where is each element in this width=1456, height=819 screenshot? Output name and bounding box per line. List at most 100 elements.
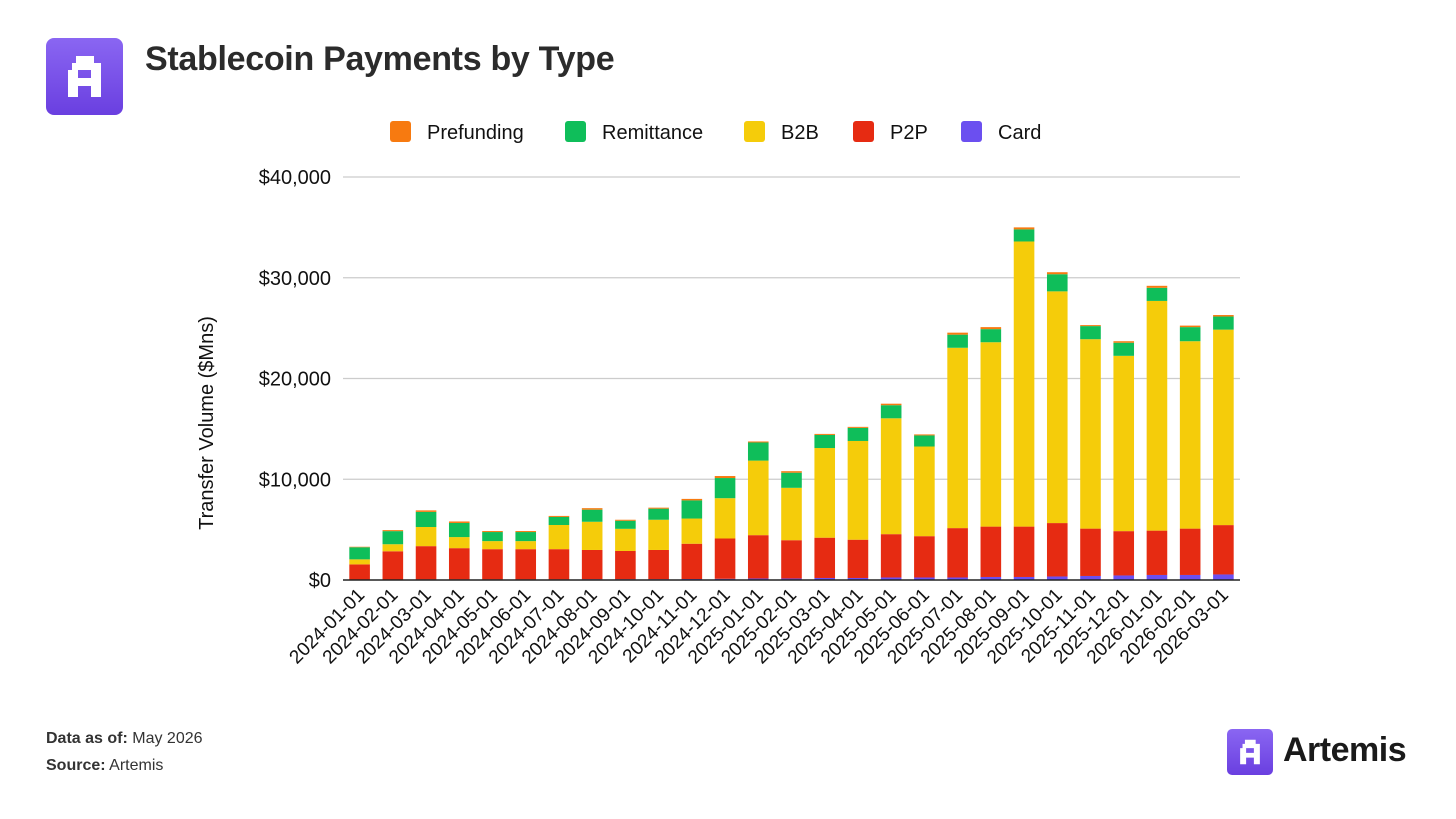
legend-swatch [565, 121, 586, 142]
bar-segment-remittance [714, 478, 736, 499]
bar-segment-remittance [415, 511, 437, 528]
bar-stack [714, 476, 736, 580]
bar-segment-b2b [1179, 341, 1201, 529]
y-tick-label: $40,000 [259, 167, 331, 189]
bar-segment-prefunding [1013, 227, 1035, 230]
bar-segment-remittance [681, 500, 703, 519]
bar-segment-remittance [1179, 327, 1201, 342]
bar-segment-remittance [747, 442, 769, 461]
bar-segment-remittance [515, 532, 537, 542]
bar-segment-p2p [980, 526, 1002, 577]
bar-segment-b2b [914, 446, 935, 537]
bar-segment-prefunding [814, 433, 836, 435]
bar-stack [980, 327, 1002, 580]
bar-segment-prefunding [548, 515, 570, 517]
bar-segment-card [1146, 574, 1168, 580]
bar-segment-p2p [648, 549, 669, 580]
bar-segment-remittance [914, 435, 935, 447]
bar-segment-prefunding [914, 434, 935, 436]
legend-item-prefunding: Prefunding [390, 121, 524, 144]
bar-stack [581, 508, 603, 580]
bar-segment-remittance [880, 405, 902, 419]
bar-stack [947, 332, 968, 580]
bar-segment-remittance [349, 547, 370, 560]
bar-segment-prefunding [349, 546, 370, 548]
bar-segment-prefunding [1146, 285, 1168, 288]
bar-segment-b2b [482, 541, 503, 550]
bar-segment-prefunding [648, 507, 669, 509]
bar-segment-remittance [1013, 229, 1035, 242]
bar-segment-card [880, 577, 902, 580]
bar-segment-remittance [781, 472, 802, 488]
bar-segment-b2b [1013, 241, 1035, 527]
bar-segment-prefunding [980, 327, 1002, 330]
bar-segment-b2b [681, 518, 703, 544]
bar-stack [914, 434, 935, 580]
bar-segment-prefunding [781, 471, 802, 473]
bar-segment-p2p [515, 549, 537, 580]
legend-item-card: Card [961, 121, 1041, 144]
bar-segment-prefunding [482, 531, 503, 533]
y-axis-ticks: $0 $10,000 $20,000 $30,000 $40,000 [259, 167, 331, 592]
bar-segment-b2b [581, 521, 603, 550]
bar-segment-remittance [615, 520, 636, 529]
bar-segment-prefunding [747, 441, 769, 443]
bar-segment-b2b [382, 544, 404, 552]
bar-stack [548, 515, 570, 580]
bar-segment-p2p [1046, 523, 1068, 577]
bar-segment-p2p [781, 540, 802, 579]
bar-segment-b2b [1146, 300, 1168, 531]
bar-segment-card [1013, 576, 1035, 580]
bar-segment-card [814, 577, 836, 580]
data-as-of-label: Data as of: [46, 730, 128, 747]
bar-segment-b2b [1080, 339, 1101, 529]
bar-segment-b2b [880, 418, 902, 535]
chart-legend: Prefunding Remittance B2B P2P Card [390, 121, 1041, 144]
bar-segment-remittance [1213, 316, 1234, 330]
bar-segment-p2p [914, 536, 935, 578]
bar-stack [1213, 315, 1234, 580]
artemis-logo-icon [46, 38, 123, 115]
brand-name: Artemis [1283, 731, 1407, 769]
bar-segment-prefunding [382, 530, 404, 532]
bar-segment-p2p [880, 534, 902, 578]
legend-label: Prefunding [427, 122, 524, 144]
bar-segment-b2b [615, 528, 636, 551]
bar-segment-prefunding [714, 476, 736, 479]
legend-swatch [744, 121, 765, 142]
y-axis-title: Transfer Volume ($Mns) [196, 316, 218, 530]
bar-segment-prefunding [581, 508, 603, 510]
bar-segment-prefunding [1179, 325, 1201, 328]
bar-segment-p2p [714, 538, 736, 579]
bar-segment-b2b [781, 487, 802, 541]
bar-stack [482, 531, 503, 580]
bar-segment-p2p [415, 546, 437, 580]
bar-stack [1013, 227, 1035, 580]
bar-segment-p2p [482, 549, 503, 580]
bar-segment-b2b [515, 541, 537, 550]
bar-segment-remittance [581, 509, 603, 522]
bar-stack [1046, 272, 1068, 580]
legend-item-remittance: Remittance [565, 121, 703, 144]
x-axis-ticks: 2024-01-012024-02-012024-03-012024-04-01… [286, 585, 1233, 669]
bar-segment-p2p [681, 543, 703, 579]
bar-stack [648, 507, 669, 580]
bar-segment-p2p [1179, 528, 1201, 575]
bar-stack [1080, 325, 1101, 580]
bar-segment-p2p [1213, 525, 1234, 575]
legend-label: Card [998, 122, 1041, 144]
bar-segment-b2b [847, 440, 869, 540]
bar-stack [382, 530, 404, 580]
bar-segment-prefunding [448, 521, 470, 523]
bar-stack [448, 521, 470, 580]
bar-segment-prefunding [1080, 325, 1101, 327]
legend-swatch [853, 121, 874, 142]
bar-segment-b2b [648, 519, 669, 550]
bar-stack [415, 510, 437, 580]
artemis-logo-icon [1227, 729, 1273, 775]
bar-segment-p2p [548, 549, 570, 580]
bar-stack [515, 531, 537, 580]
bar-segment-remittance [980, 329, 1002, 343]
bar-segment-p2p [581, 549, 603, 580]
